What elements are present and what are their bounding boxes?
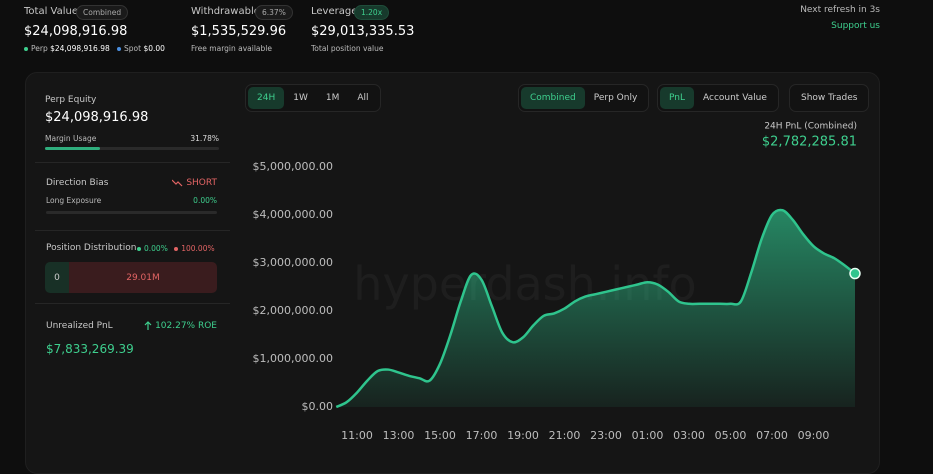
value: SHORT	[186, 178, 217, 188]
trades-group: Show Trades	[789, 84, 870, 112]
separator	[35, 162, 230, 163]
value: 0.00%	[193, 196, 217, 205]
scope-group: Combined Perp Only	[518, 84, 650, 112]
range-button[interactable]: 24H	[248, 87, 285, 109]
roe: 102.27% ROE	[144, 321, 217, 331]
x-tick-label: 11:00	[341, 429, 373, 442]
label: Perp	[31, 44, 48, 53]
y-tick-label: $4,000,000.00	[253, 208, 333, 221]
separator	[35, 303, 230, 304]
range-button[interactable]: All	[357, 93, 369, 103]
icon	[144, 321, 152, 330]
support-link[interactable]: Support us	[831, 21, 880, 31]
spot-row: Spot $0.00	[117, 44, 165, 53]
label: Perp Equity	[45, 95, 97, 105]
short-segment: 29.01M	[69, 262, 217, 293]
x-tick-label: 13:00	[383, 429, 415, 442]
chart-subtitle: $2,782,285.81	[762, 135, 857, 150]
x-tick-label: 03:00	[673, 429, 705, 442]
y-tick-label: $3,000,000.00	[253, 256, 333, 269]
trades-button[interactable]: Show Trades	[801, 93, 858, 103]
badge: 1.20x	[354, 5, 390, 20]
x-tick-label: 01:00	[632, 429, 664, 442]
value: 100.00%	[181, 244, 215, 253]
label: Position Distribution	[46, 243, 137, 253]
y-tick-label: $1,000,000.00	[253, 352, 333, 365]
x-tick-label: 09:00	[798, 429, 830, 442]
label: Total Value	[24, 6, 78, 17]
label: Unrealized PnL	[46, 321, 113, 331]
value: $29,013,335.53	[311, 24, 415, 39]
x-tick-label: 21:00	[549, 429, 581, 442]
scope-button[interactable]: Perp Only	[593, 93, 638, 103]
badge: 6.37%	[255, 5, 293, 20]
metric-button[interactable]: Account Value	[703, 93, 767, 103]
y-tick-label: $5,000,000.00	[253, 160, 333, 173]
value: $7,833,269.39	[46, 342, 134, 356]
margin-track	[45, 147, 219, 150]
range-group: 24H 1W 1M All	[245, 84, 381, 112]
label: Leverage	[311, 6, 358, 17]
chart-title: 24H PnL (Combined)	[764, 122, 857, 132]
label: Margin Usage	[45, 134, 97, 143]
note: Free margin available	[191, 44, 272, 53]
value: 31.78%	[190, 134, 219, 143]
value: $24,098,916.98	[50, 44, 110, 53]
x-tick-label: 17:00	[466, 429, 498, 442]
legend: 0.00% 100.00%	[137, 244, 215, 253]
perp-row: Perp $24,098,916.98	[24, 44, 110, 53]
value: 102.27% ROE	[155, 321, 217, 331]
y-tick-label: $2,000,000.00	[253, 304, 333, 317]
icon	[171, 179, 183, 186]
refresh: Next refresh in 3s	[800, 5, 880, 15]
direction: SHORT	[171, 178, 217, 188]
range-button[interactable]: 1W	[293, 93, 308, 103]
x-tick-label: 07:00	[756, 429, 788, 442]
metric-button[interactable]: PnL	[660, 87, 694, 109]
chart: hyperdash.info 24H PnL (Combined) $2,782…	[253, 122, 861, 442]
x-tick-label: 05:00	[715, 429, 747, 442]
end-point	[849, 267, 861, 280]
label: Spot	[124, 44, 142, 53]
range-button[interactable]: 1M	[325, 93, 340, 103]
label: Direction Bias	[46, 178, 109, 188]
note: Total position value	[311, 44, 384, 53]
distribution-bar: 0 29.01M	[45, 262, 217, 293]
x-tick-label: 23:00	[590, 429, 622, 442]
label: Long Exposure	[46, 196, 102, 205]
badge: Combined	[76, 5, 129, 20]
metric-group: PnL Account Value	[657, 84, 779, 112]
long-segment: 0	[45, 262, 69, 293]
value: $0.00	[143, 44, 165, 53]
value: $1,535,529.96	[191, 24, 287, 39]
y-tick-label: $0.00	[302, 400, 334, 413]
value: 0.00%	[144, 244, 168, 253]
separator	[35, 230, 230, 231]
x-tick-label: 15:00	[424, 429, 456, 442]
page: Total Value Combined $24,098,916.98 Perp…	[24, 5, 880, 474]
margin-fill	[45, 147, 101, 150]
label: Withdrawable	[191, 6, 260, 17]
line	[335, 208, 856, 409]
value: $24,098,916.98	[24, 24, 128, 39]
x-tick-label: 19:00	[507, 429, 539, 442]
exposure-track	[46, 211, 217, 214]
scope-button[interactable]: Combined	[521, 87, 585, 109]
value: $24,098,916.98	[45, 110, 149, 125]
area	[336, 209, 855, 407]
